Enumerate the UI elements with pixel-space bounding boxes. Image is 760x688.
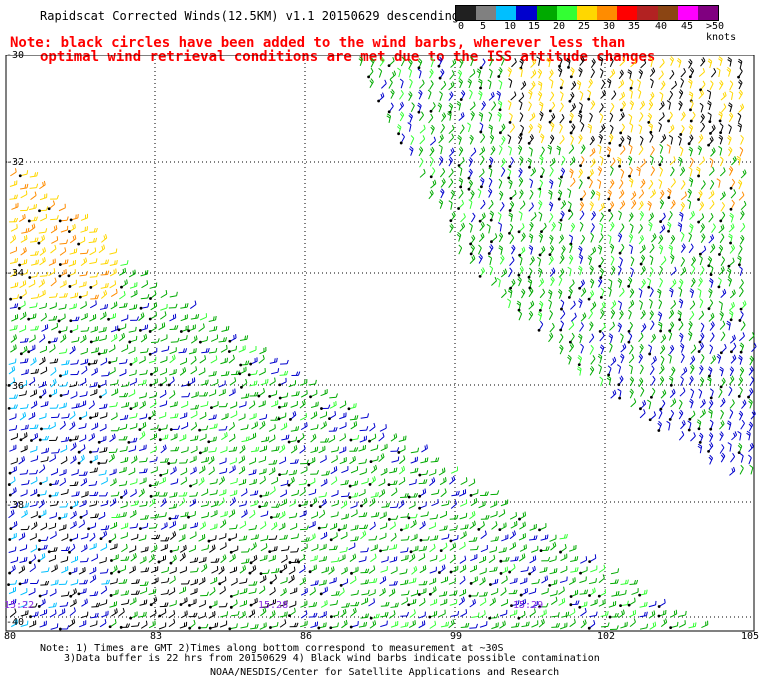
lat-label: -30 bbox=[6, 50, 25, 61]
time-label: 15:29 bbox=[513, 600, 544, 611]
lon-label: 99 bbox=[450, 631, 463, 642]
colorbar-label: 10 bbox=[504, 21, 517, 32]
colorbar-segment bbox=[617, 6, 638, 20]
colorbar-segment bbox=[697, 6, 719, 20]
map-title: Rapidscat Corrected Winds(12.5KM) v1.1 2… bbox=[40, 9, 460, 23]
colorbar-segment bbox=[536, 6, 557, 20]
note-line-1: Note: black circles have been added to t… bbox=[10, 35, 626, 51]
colorbar-segment bbox=[677, 6, 698, 20]
colorbar-label: 25 bbox=[578, 21, 591, 32]
lat-label: -34 bbox=[6, 268, 25, 279]
colorbar-label: 15 bbox=[528, 21, 541, 32]
colorbar-segment bbox=[476, 6, 497, 20]
colorbar-segment bbox=[456, 6, 477, 20]
colorbar-label: >50 knots bbox=[706, 21, 737, 43]
footer-line-2: 3)Data buffer is 22 hrs from 20150629 4)… bbox=[64, 653, 600, 664]
wind-barb-map bbox=[5, 55, 757, 632]
colorbar-label: 30 bbox=[603, 21, 616, 32]
colorbar-label: 20 bbox=[553, 21, 566, 32]
colorbar-label: 45 bbox=[681, 21, 694, 32]
colorbar-label: 0 bbox=[458, 21, 465, 32]
colorbar-segment bbox=[556, 6, 577, 20]
lon-label: 102 bbox=[597, 631, 616, 642]
footer-credit: NOAA/NESDIS/Center for Satellite Applica… bbox=[210, 667, 560, 678]
colorbar-label: 40 bbox=[655, 21, 668, 32]
colorbar-segment bbox=[496, 6, 517, 20]
time-label: 15:28 bbox=[258, 600, 289, 611]
colorbar-segment bbox=[576, 6, 598, 20]
colorbar-segment bbox=[516, 6, 537, 20]
lat-label: -40 bbox=[6, 617, 25, 628]
lon-label: 105 bbox=[741, 631, 760, 642]
colorbar-segment bbox=[657, 6, 678, 20]
time-label: 15:22 bbox=[4, 600, 35, 611]
map-frame bbox=[5, 55, 755, 632]
wind-barbs bbox=[7, 55, 757, 631]
lon-label: 83 bbox=[150, 631, 163, 642]
lat-label: -32 bbox=[6, 157, 25, 168]
footer-line-1: Note: 1) Times are GMT 2)Times along bot… bbox=[40, 643, 504, 654]
colorbar-segment bbox=[597, 6, 618, 20]
lat-label: -38 bbox=[6, 500, 25, 511]
note-line-2: optimal wind retrieval conditions are me… bbox=[40, 49, 656, 65]
colorbar-label: 5 bbox=[480, 21, 487, 32]
speed-colorbar bbox=[455, 5, 719, 21]
lon-label: 80 bbox=[4, 631, 17, 642]
colorbar-segment bbox=[637, 6, 658, 20]
colorbar-label: 35 bbox=[628, 21, 641, 32]
lat-label: -36 bbox=[6, 381, 25, 392]
lon-label: 86 bbox=[300, 631, 313, 642]
